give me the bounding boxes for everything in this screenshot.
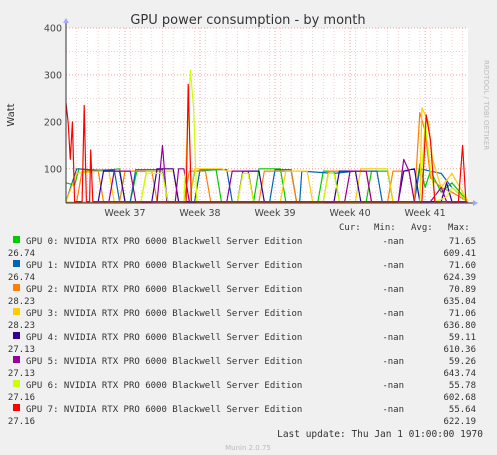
y-tick-label: 200 — [44, 117, 62, 128]
rrdtool-side-label: RRDTOOL / TOBI OETIKER — [482, 60, 490, 150]
legend-name: GPU 7: NVIDIA RTX PRO 6000 Blackwell Ser… — [26, 405, 302, 415]
legend-swatch — [13, 260, 20, 267]
last-update: Last update: Thu Jan 1 01:00:00 1970 — [277, 429, 483, 440]
legend-name: GPU 0: NVIDIA RTX PRO 6000 Blackwell Ser… — [26, 237, 302, 247]
legend-min: 27.16 — [8, 417, 35, 427]
x-axis-arrow — [473, 200, 478, 206]
munin-version: Munin 2.0.75 — [225, 444, 271, 452]
legend-avg: 71.06 — [449, 309, 476, 319]
legend-row-gpu-3: GPU 3: NVIDIA RTX PRO 6000 Blackwell Ser… — [8, 308, 476, 331]
legend-row-gpu-0: GPU 0: NVIDIA RTX PRO 6000 Blackwell Ser… — [8, 236, 476, 259]
legend-avg: 59.26 — [449, 357, 476, 367]
legend-avg: 59.11 — [449, 333, 476, 343]
legend: Cur: Min: Avg: Max: GPU 0: NVIDIA RTX PR… — [8, 223, 476, 427]
legend-max: 643.74 — [443, 369, 476, 379]
legend-min: 27.13 — [8, 345, 35, 355]
graph-title: GPU power consumption - by month — [130, 13, 365, 28]
legend-name: GPU 1: NVIDIA RTX PRO 6000 Blackwell Ser… — [26, 261, 302, 271]
plot-area — [66, 28, 468, 203]
legend-avg: 55.78 — [449, 381, 476, 391]
y-tick-label: 300 — [44, 70, 62, 81]
legend-header-cur: Cur: — [339, 223, 361, 233]
x-tick-label: Week 41 — [405, 208, 446, 219]
legend-swatch — [13, 404, 20, 411]
legend-min: 28.23 — [8, 321, 35, 331]
legend-cur: -nan — [382, 381, 404, 391]
legend-name: GPU 6: NVIDIA RTX PRO 6000 Blackwell Ser… — [26, 381, 302, 391]
legend-cur: -nan — [382, 405, 404, 415]
legend-min: 27.13 — [8, 369, 35, 379]
legend-swatch — [13, 236, 20, 243]
y-axis-arrow — [63, 18, 69, 23]
legend-min: 26.74 — [8, 249, 35, 259]
legend-swatch — [13, 332, 20, 339]
legend-cur: -nan — [382, 357, 404, 367]
legend-cur: -nan — [382, 285, 404, 295]
legend-swatch — [13, 380, 20, 387]
legend-swatch — [13, 356, 20, 363]
series-lines — [65, 69, 469, 203]
legend-max: 624.39 — [443, 273, 476, 283]
x-tick-label: Week 39 — [254, 208, 295, 219]
legend-max: 602.68 — [443, 393, 476, 403]
legend-row-gpu-4: GPU 4: NVIDIA RTX PRO 6000 Blackwell Ser… — [8, 332, 476, 355]
series-line-gpu-7 — [65, 83, 467, 203]
legend-swatch — [13, 284, 20, 291]
legend-row-gpu-1: GPU 1: NVIDIA RTX PRO 6000 Blackwell Ser… — [8, 260, 476, 283]
legend-header-avg: Avg: — [411, 223, 433, 233]
legend-cur: -nan — [382, 237, 404, 247]
y-tick-label: 400 — [44, 24, 62, 35]
legend-header-min: Min: — [374, 223, 396, 233]
legend-avg: 55.64 — [449, 405, 476, 415]
legend-row-gpu-7: GPU 7: NVIDIA RTX PRO 6000 Blackwell Ser… — [8, 404, 476, 427]
x-tick-label: Week 40 — [330, 208, 371, 219]
legend-max: 610.36 — [443, 345, 476, 355]
y-axis-label: Watt — [6, 103, 17, 126]
legend-name: GPU 5: NVIDIA RTX PRO 6000 Blackwell Ser… — [26, 357, 302, 367]
legend-row-gpu-2: GPU 2: NVIDIA RTX PRO 6000 Blackwell Ser… — [8, 284, 476, 307]
legend-max: 636.80 — [443, 321, 476, 331]
legend-name: GPU 4: NVIDIA RTX PRO 6000 Blackwell Ser… — [26, 333, 302, 343]
legend-name: GPU 3: NVIDIA RTX PRO 6000 Blackwell Ser… — [26, 309, 302, 319]
legend-row-gpu-5: GPU 5: NVIDIA RTX PRO 6000 Blackwell Ser… — [8, 356, 476, 379]
legend-min: 26.74 — [8, 273, 35, 283]
legend-max: 622.19 — [443, 417, 476, 427]
legend-avg: 70.89 — [449, 285, 476, 295]
legend-row-gpu-6: GPU 6: NVIDIA RTX PRO 6000 Blackwell Ser… — [8, 380, 476, 403]
legend-max: 609.41 — [443, 249, 476, 259]
x-tick-label: Week 38 — [179, 208, 220, 219]
legend-cur: -nan — [382, 261, 404, 271]
legend-min: 28.23 — [8, 297, 35, 307]
legend-avg: 71.60 — [449, 261, 476, 271]
legend-min: 27.16 — [8, 393, 35, 403]
axes: 100 200 300 400 Week 37 Week 38 Week 39 Week 40… — [44, 18, 478, 219]
x-tick-label: Week 37 — [104, 208, 145, 219]
legend-swatch — [13, 308, 20, 315]
y-tick-label: 100 — [44, 164, 62, 175]
legend-max: 635.04 — [443, 297, 476, 307]
legend-name: GPU 2: NVIDIA RTX PRO 6000 Blackwell Ser… — [26, 285, 302, 295]
legend-cur: -nan — [382, 333, 404, 343]
legend-cur: -nan — [382, 309, 404, 319]
legend-avg: 71.65 — [449, 237, 476, 247]
legend-header-max: Max: — [448, 223, 470, 233]
